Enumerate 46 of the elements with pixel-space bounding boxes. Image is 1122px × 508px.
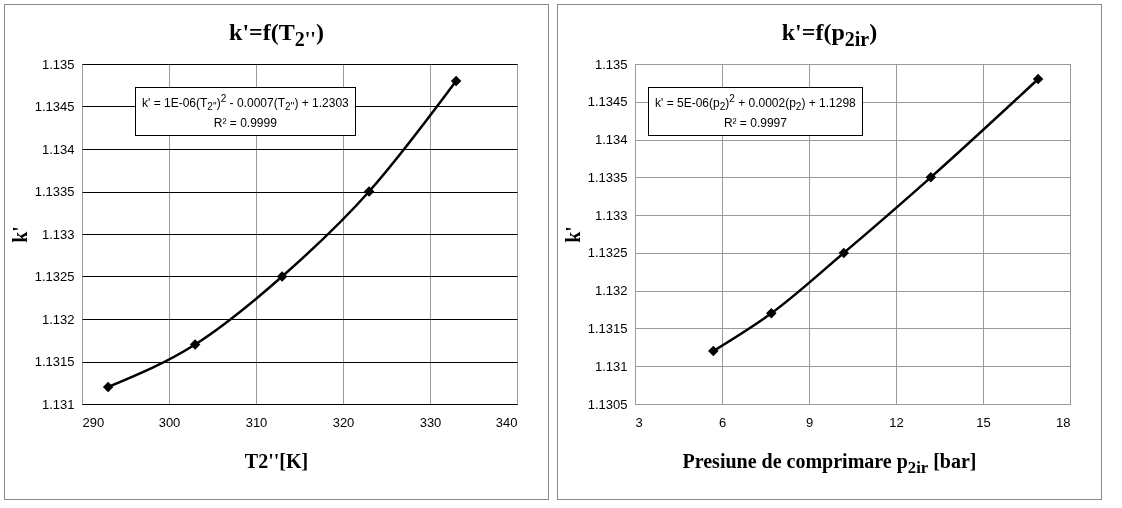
x-tick-label: 6 [718, 414, 727, 430]
x-axis-title: T2''[K] [243, 450, 310, 473]
x-tick-label: 300 [158, 414, 181, 430]
annotation: k' = 5E-06(p$_{2}$)$^{2}$ + 0.0002(p$_{2}$) + 1.1298 [655, 93, 856, 113]
y-tick-label: 1.1305 [587, 396, 628, 412]
annotation: R² = 0.9997 [723, 116, 787, 131]
y-tick-label: 1.1345 [34, 99, 75, 114]
y-tick-label: 1.131 [41, 396, 75, 412]
x-tick-label: 320 [332, 414, 355, 430]
y-tick-label: 1.133 [41, 226, 75, 242]
annotation: k' = 1E-06(T$_{2''}$)$^{2}$ - 0.0007(T$_{2''}$) + 1.2303 [142, 93, 349, 113]
y-tick-label: 1.134 [41, 141, 75, 157]
x-tick-label: 3 [635, 414, 643, 430]
point [1032, 73, 1044, 85]
x-tick-label: 12 [889, 414, 904, 430]
y-tick-label: 1.134 [594, 132, 628, 148]
y-tick-label: 1.135 [594, 56, 628, 72]
x-tick-label: 290 [82, 414, 105, 430]
y-tick-label: 1.132 [41, 311, 75, 327]
x-axis-title: Presiune de comprimare p$_{2ir}$ [bar] [681, 450, 978, 478]
y-tick-label: 1.1335 [587, 169, 628, 185]
y-tick-label: 1.1325 [587, 245, 628, 261]
y-axis-title: k' [8, 226, 31, 243]
y-tick-label: 1.131 [594, 358, 628, 374]
x-tick-label: 340 [495, 414, 518, 430]
x-tick-label: 18 [1056, 414, 1071, 430]
y-tick-label: 1.1315 [587, 320, 628, 336]
y-tick-label: 1.132 [594, 283, 628, 299]
x-tick-label: 15 [976, 414, 991, 430]
point [708, 345, 719, 357]
y-tick-label: 1.133 [594, 207, 628, 223]
x-tick-label: 9 [805, 414, 814, 430]
y-tick-label: 1.1335 [34, 184, 75, 199]
point [925, 172, 937, 183]
y-tick-label: 1.1345 [587, 94, 628, 110]
x-tick-label: 310 [245, 414, 268, 430]
y-tick-label: 1.1315 [34, 354, 75, 369]
chart-title: k'=f(T$_{2''}$) [228, 19, 325, 52]
point [766, 308, 777, 319]
point [838, 247, 850, 259]
y-tick-label: 1.135 [41, 56, 75, 72]
annotation: R² = 0.9999 [213, 116, 277, 131]
y-axis-title: k' [561, 226, 584, 243]
chart-title: k'=f(p$_{2ir}$) [780, 19, 879, 52]
y-tick-label: 1.1325 [34, 269, 75, 284]
x-tick-label: 330 [419, 414, 442, 430]
